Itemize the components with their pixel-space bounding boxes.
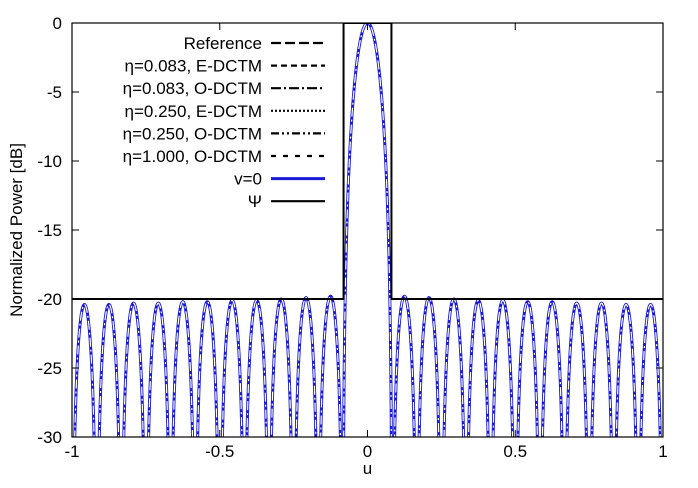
legend-label: Reference [184, 34, 262, 53]
x-tick-label: 1 [658, 442, 667, 461]
legend-label: η=0.250, O-DCTM [123, 124, 262, 143]
x-axis-label: u [363, 459, 372, 478]
y-tick-label: -15 [37, 221, 62, 240]
y-tick-label: -10 [37, 152, 62, 171]
y-tick-label: -25 [37, 359, 62, 378]
x-axis: -1 -0.5 0 0.5 1 [64, 23, 668, 461]
y-axis: 0 -5 -10 -15 -20 -25 -30 [37, 14, 663, 447]
y-tick-label: -5 [47, 83, 62, 102]
legend: Reference η=0.083, E-DCTM η=0.083, O-DCTM η… [123, 34, 325, 211]
y-tick-label: -20 [37, 290, 62, 309]
psi-layer [72, 23, 663, 300]
y-tick-label: 0 [53, 14, 62, 33]
x-tick-label: 0 [363, 442, 372, 461]
legend-label: v=0 [234, 170, 262, 189]
legend-label: η=0.250, E-DCTM [125, 102, 262, 121]
x-tick-label: -1 [64, 442, 79, 461]
legend-label: Ψ [248, 192, 262, 211]
x-tick-label: 0.5 [503, 442, 527, 461]
legend-label: η=0.083, E-DCTM [125, 57, 262, 76]
series-psi-line [72, 23, 663, 300]
legend-label: η=1.000, O-DCTM [123, 147, 262, 166]
y-axis-label: Normalized Power [dB] [7, 143, 26, 317]
legend-label: η=0.083, O-DCTM [123, 79, 262, 98]
x-tick-label: -0.5 [205, 442, 234, 461]
y-tick-label: -30 [37, 428, 62, 447]
